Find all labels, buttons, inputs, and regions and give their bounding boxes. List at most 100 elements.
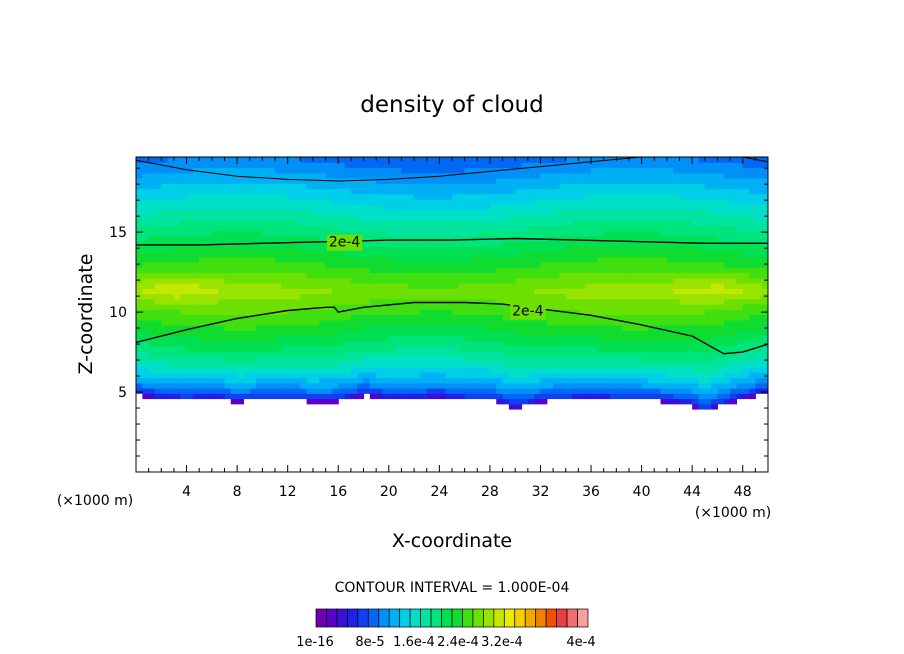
field-cell — [610, 167, 617, 174]
field-cell — [306, 393, 314, 400]
field-cell — [572, 199, 579, 205]
field-cell — [508, 183, 516, 190]
field-cell — [439, 267, 447, 274]
field-cell — [192, 262, 200, 268]
field-cell — [749, 277, 756, 284]
field-cell — [407, 346, 415, 352]
field-cell — [654, 346, 662, 352]
field-cell — [199, 319, 207, 326]
field-cell — [597, 241, 605, 247]
field-cell — [692, 319, 700, 326]
field-cell — [496, 256, 504, 263]
field-cell — [755, 340, 763, 347]
field-cell — [534, 388, 542, 394]
field-cell — [679, 388, 687, 394]
field-cell — [641, 382, 649, 389]
field-cell — [489, 335, 497, 342]
field-cell — [312, 361, 320, 368]
field-cell — [338, 361, 346, 368]
field-cell — [275, 288, 282, 295]
field-cell — [161, 319, 169, 326]
field-cell — [553, 241, 561, 247]
field-cell — [205, 298, 213, 305]
field-cell — [331, 262, 339, 268]
field-cell — [363, 288, 371, 295]
field-cell — [319, 183, 327, 190]
field-cell — [470, 162, 478, 169]
field-cell — [546, 388, 554, 394]
field-cell — [319, 330, 327, 337]
field-cell — [616, 188, 624, 195]
field-cell — [205, 304, 213, 310]
field-cell — [565, 304, 573, 310]
field-cell — [287, 235, 295, 242]
field-cell — [275, 162, 282, 169]
field-cell — [496, 382, 504, 389]
field-cell — [319, 351, 327, 358]
field-cell — [723, 193, 731, 200]
field-cell — [218, 188, 226, 195]
field-cell — [591, 304, 598, 310]
field-cell — [521, 356, 529, 363]
field-cell — [616, 157, 624, 163]
field-cell — [496, 372, 504, 379]
field-cell — [192, 241, 200, 247]
field-cell — [154, 288, 162, 295]
field-cell — [540, 277, 548, 284]
field-cell — [180, 183, 188, 190]
field-cell — [578, 304, 586, 310]
field-cell — [591, 314, 598, 321]
field-cell — [616, 293, 624, 300]
field-cell — [211, 288, 219, 295]
field-cell — [414, 272, 421, 279]
field-cell — [578, 335, 586, 342]
field-cell — [736, 262, 744, 268]
field-cell — [711, 403, 719, 410]
field-cell — [673, 246, 681, 253]
field-cell — [704, 246, 712, 253]
field-cell — [489, 262, 497, 268]
field-cell — [136, 204, 143, 211]
field-cell — [540, 298, 548, 305]
field-cell — [401, 204, 409, 211]
field-cell — [616, 361, 624, 368]
field-cell — [603, 214, 611, 221]
field-cell — [256, 209, 263, 216]
field-cell — [755, 372, 763, 379]
field-cell — [470, 251, 478, 258]
field-cell — [407, 330, 415, 337]
field-cell — [433, 188, 440, 195]
field-cell — [281, 361, 289, 368]
field-cell — [755, 346, 763, 352]
field-cell — [540, 167, 548, 174]
field-cell — [350, 325, 358, 331]
field-cell — [477, 277, 485, 284]
field-cell — [458, 209, 466, 216]
field-cell — [666, 230, 674, 237]
field-cell — [249, 172, 257, 179]
field-cell — [597, 209, 605, 216]
field-cell — [704, 167, 712, 174]
field-cell — [249, 388, 257, 394]
field-cell — [148, 178, 156, 184]
field-cell — [502, 304, 510, 310]
field-cell — [603, 283, 611, 289]
field-cell — [395, 157, 403, 163]
field-cell — [464, 367, 472, 373]
field-cell — [711, 361, 719, 368]
field-cell — [357, 251, 365, 258]
field-cell — [736, 346, 744, 352]
field-cell — [382, 367, 390, 373]
field-cell — [136, 235, 143, 242]
field-cell — [407, 304, 415, 310]
field-cell — [192, 204, 200, 211]
field-cell — [559, 262, 567, 268]
field-cell — [610, 277, 617, 284]
field-cell — [287, 267, 295, 274]
field-cell — [426, 188, 434, 195]
field-cell — [452, 372, 459, 379]
field-cell — [477, 157, 485, 163]
field-cell — [136, 256, 143, 263]
field-cell — [534, 193, 542, 200]
field-cell — [666, 319, 674, 326]
